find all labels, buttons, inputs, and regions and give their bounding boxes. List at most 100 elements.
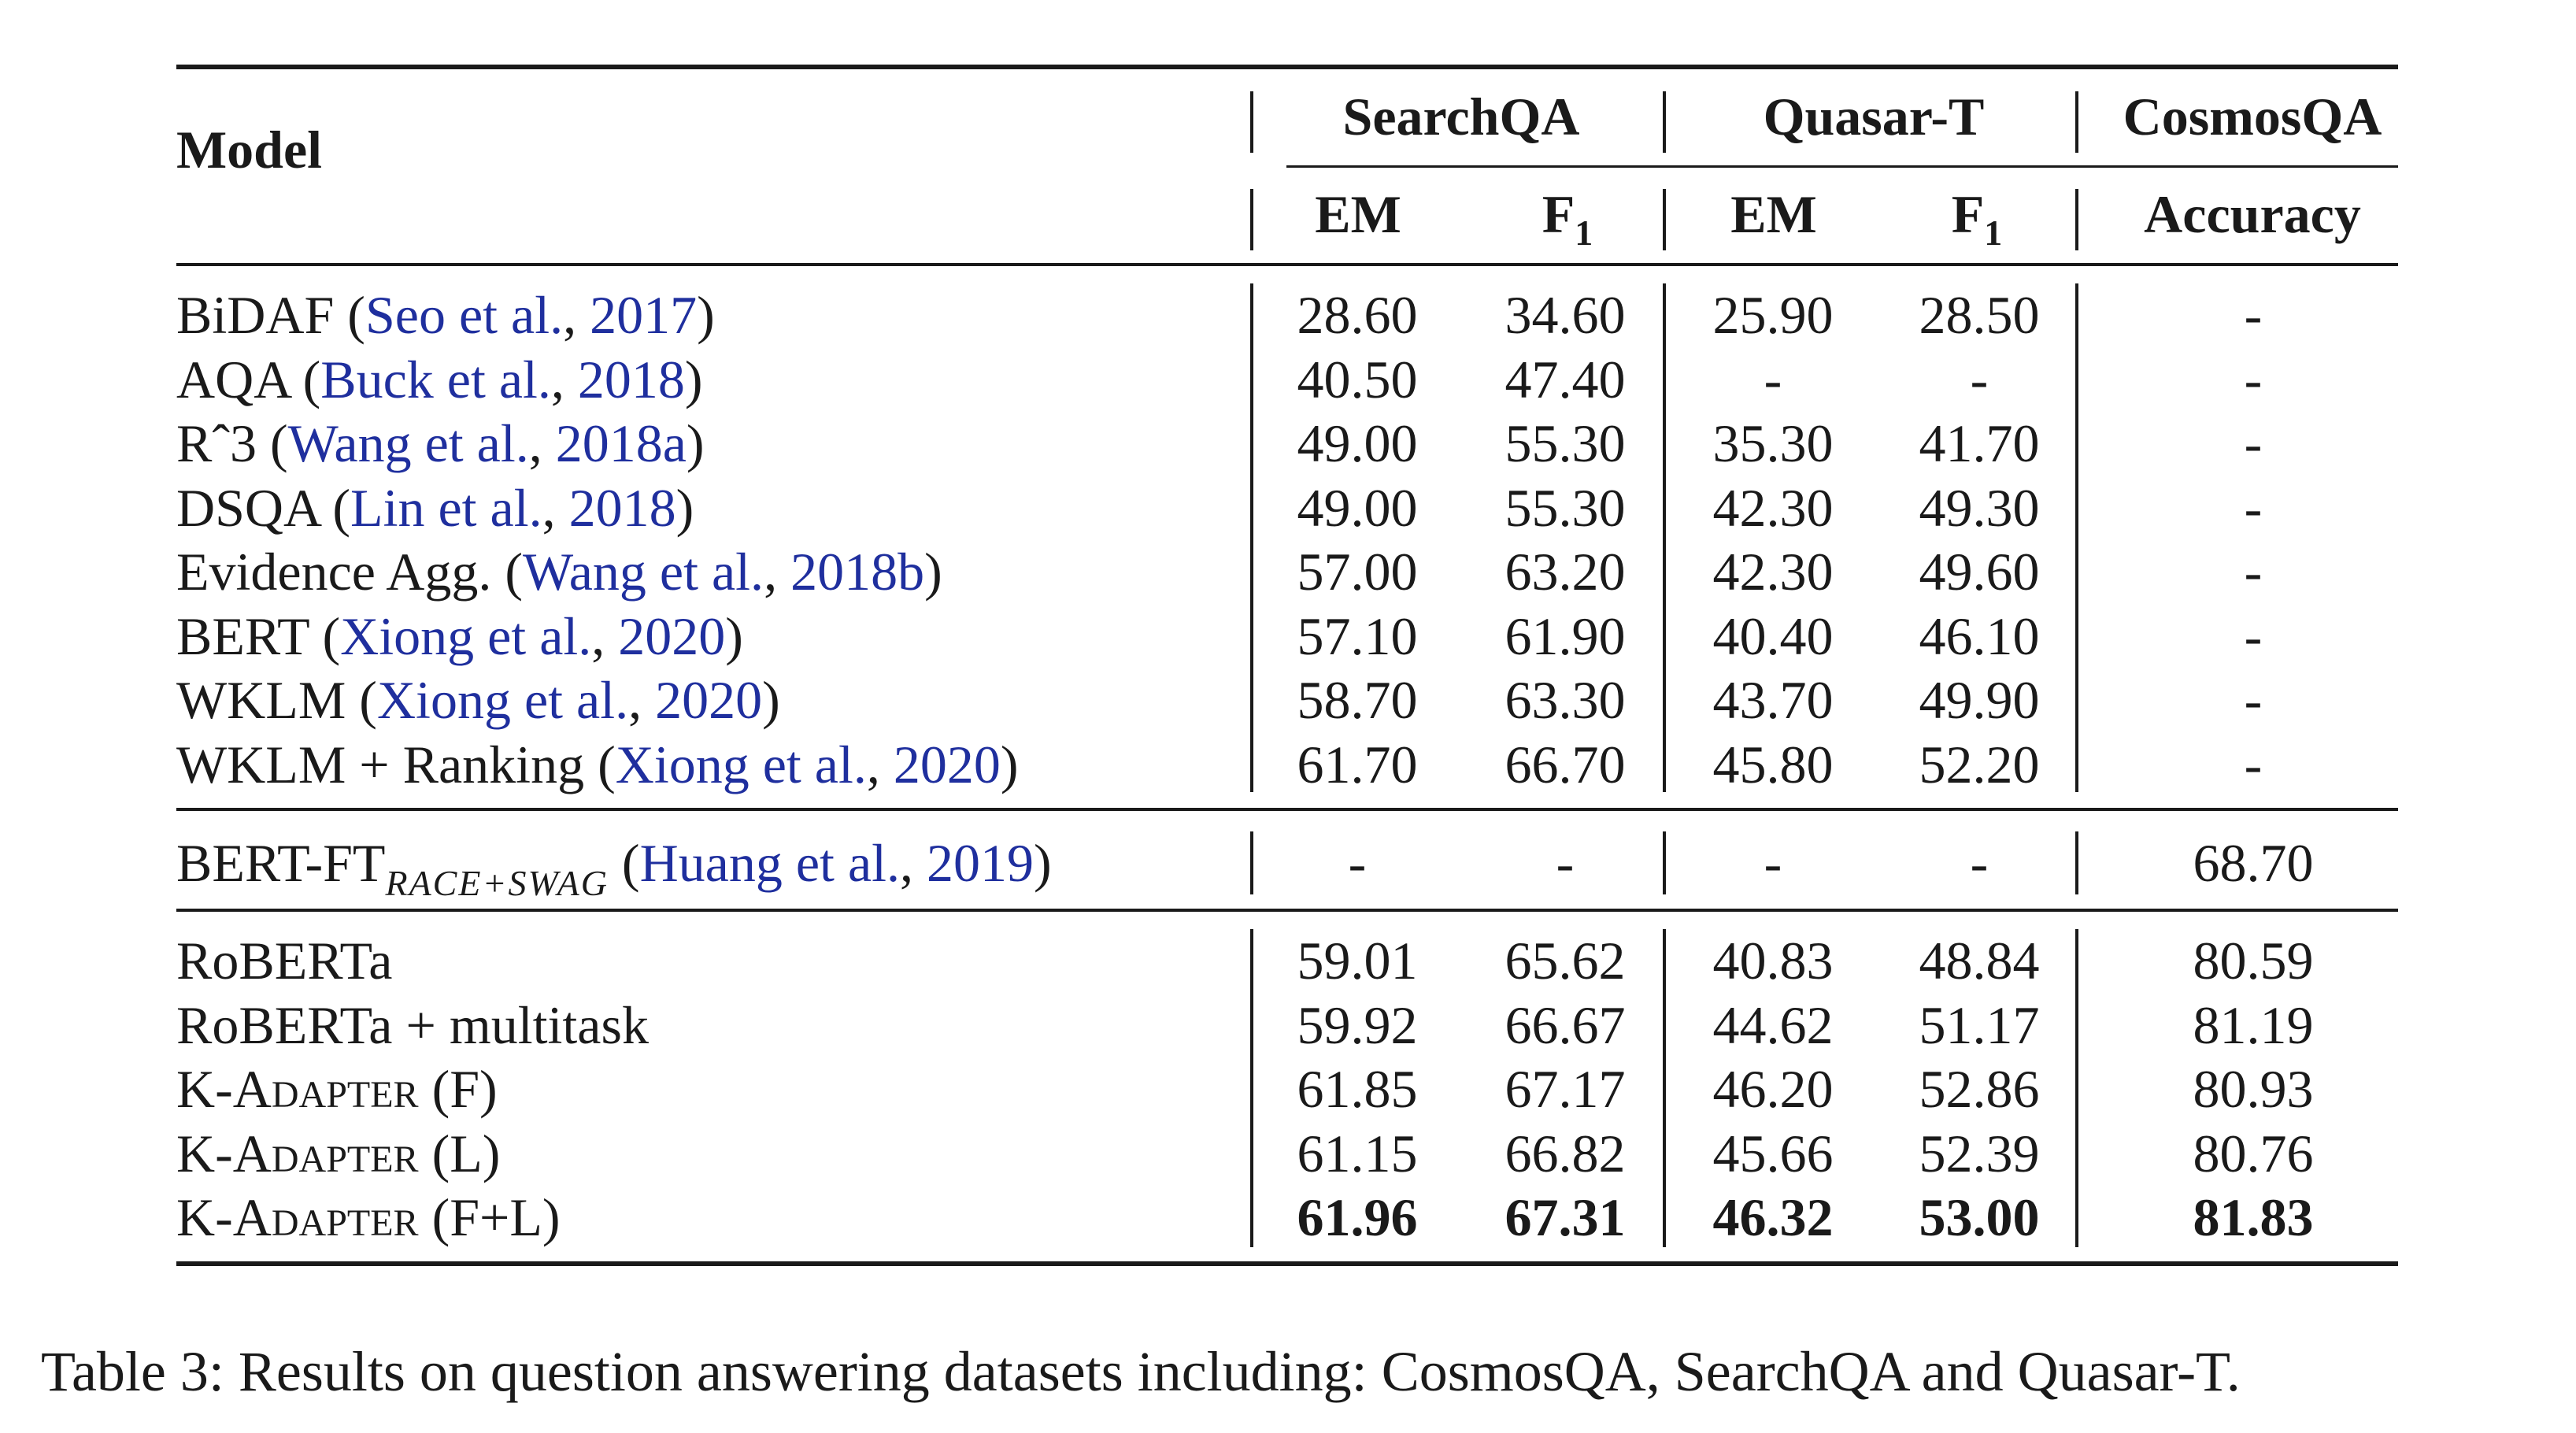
score-cell: 48.84 [1919,931,2040,991]
model-name: K- [176,1059,233,1119]
model-name-suffix: ) [762,670,780,730]
header-vbar [2075,189,2078,250]
citation-year-link[interactable]: 2019 [927,833,1034,893]
citation-year-link[interactable]: 2020 [618,605,726,666]
model-name: WKLM ( [176,670,377,730]
score-cell: 61.96 [1297,1187,1418,1247]
f1-label: F [1542,184,1575,244]
header-bottom-rule [176,263,2398,266]
score-cell: 63.20 [1505,542,1626,602]
score-cell: 49.00 [1297,477,1418,538]
citation-link[interactable]: Wang et al. [287,413,529,473]
section-rule-2 [176,909,2398,912]
model-name-suffix: ) [675,477,694,538]
citation-link[interactable]: Lin et al. [350,477,542,538]
model-name: Rˆ3 ( [176,413,288,473]
model-name: RoBERTa + multitask [176,994,649,1055]
score-cell: 61.90 [1505,605,1626,666]
score-cell: 59.92 [1297,994,1418,1055]
score-cell: 61.70 [1297,734,1418,794]
subheader-accuracy: Accuracy [2144,184,2361,244]
score-cell: 45.80 [1712,734,1834,794]
body-vbar [2075,283,2078,792]
citation-link[interactable]: Wang et al. [522,542,764,602]
score-cell: 52.20 [1919,734,2040,794]
model-name-cell: RoBERTa + multitask [176,994,649,1057]
model-name-cell: K-Adapter (L) [176,1122,500,1185]
model-column-header: Model [176,120,323,180]
score-cell: 46.32 [1712,1187,1834,1247]
model-name: K- [176,1123,233,1183]
model-name: BiDAF ( [176,285,365,345]
body-vbar [1250,283,1253,792]
body-vbar [1250,929,1253,1247]
score-cell: 63.30 [1505,670,1626,730]
model-name-smallcaps: Adapter [232,1187,419,1247]
bottom-rule [176,1261,2398,1266]
subheader-em: EM [1730,184,1817,244]
model-name-cell: K-Adapter (F) [176,1057,498,1120]
score-cell: 53.00 [1919,1187,2040,1247]
model-name-cell: Rˆ3 (Wang et al., 2018a) [176,412,705,475]
model-name: RoBERTa [176,931,393,991]
score-cell: 51.17 [1919,994,2040,1055]
citation-link[interactable]: Xiong et al. [340,605,592,666]
score-cell: - [1556,833,1575,893]
table-caption: Table 3: Results on question answering d… [41,1340,2241,1403]
citation-separator: , [628,670,656,730]
model-name-suffix: ) [1000,734,1019,794]
model-name-suffix: ) [686,413,705,473]
score-cell: 45.66 [1712,1123,1834,1183]
score-cell: 66.70 [1505,734,1626,794]
score-cell: 41.70 [1919,413,2040,473]
group-header-quasar-t: Quasar-T [1763,87,1985,146]
group-header-cosmosqa: CosmosQA [2123,87,2382,146]
citation-year-link[interactable]: 2018 [577,349,685,409]
model-name-suffix: (F) [418,1059,498,1119]
group-header-rule [1286,165,2398,168]
header-vbar [1663,189,1666,250]
score-cell: 81.19 [2193,994,2314,1055]
score-cell: 65.62 [1505,931,1626,991]
citation-year-link[interactable]: 2020 [893,734,1001,794]
citation-year-link[interactable]: 2017 [590,285,698,345]
model-name-cell: RoBERTa [176,929,393,992]
score-cell: 35.30 [1712,413,1834,473]
subheader-em: EM [1315,184,1401,244]
score-cell: 34.60 [1505,285,1626,345]
score-cell: 57.10 [1297,605,1418,666]
score-cell: - [2244,542,2263,602]
citation-year-link[interactable]: 2018 [568,477,676,538]
f1-subscript: 1 [1575,213,1593,253]
score-cell: 68.70 [2193,833,2314,893]
model-name-suffix: (L) [418,1123,501,1183]
model-name: BERT ( [176,605,341,666]
section-rule-1 [176,808,2398,811]
score-cell: - [1970,833,1989,893]
model-name-suffix: ) [725,605,743,666]
body-vbar [1663,283,1666,792]
score-cell: - [2244,477,2263,538]
citation-link[interactable]: Xiong et al. [376,670,629,730]
citation-year-link[interactable]: 2020 [655,670,763,730]
model-name: DSQA ( [176,477,351,538]
score-cell: - [2244,349,2263,409]
model-name-cell: BERT (Xiong et al., 2020) [176,605,743,668]
score-cell: 67.17 [1505,1059,1626,1119]
score-cell: - [1764,833,1782,893]
citation-link[interactable]: Seo et al. [365,285,564,345]
model-name: Evidence Agg. ( [176,542,523,602]
citation-link[interactable]: Xiong et al. [615,734,867,794]
citation-link[interactable]: Buck et al. [320,349,551,409]
score-cell: 28.50 [1919,285,2040,345]
score-cell: 61.15 [1297,1123,1418,1183]
model-name-cell: WKLM + Ranking (Xiong et al., 2020) [176,733,1019,796]
citation-link[interactable]: Huang et al. [639,833,901,893]
score-cell: 43.70 [1712,670,1834,730]
citation-year-link[interactable]: 2018a [555,413,687,473]
score-cell: 49.90 [1919,670,2040,730]
model-name-subscript: RACE+SWAG [385,863,609,903]
citation-year-link[interactable]: 2018b [790,542,925,602]
model-name-cell: BERT-FTRACE+SWAG (Huang et al., 2019) [176,831,1052,903]
model-name-smallcaps: Adapter [232,1059,419,1119]
